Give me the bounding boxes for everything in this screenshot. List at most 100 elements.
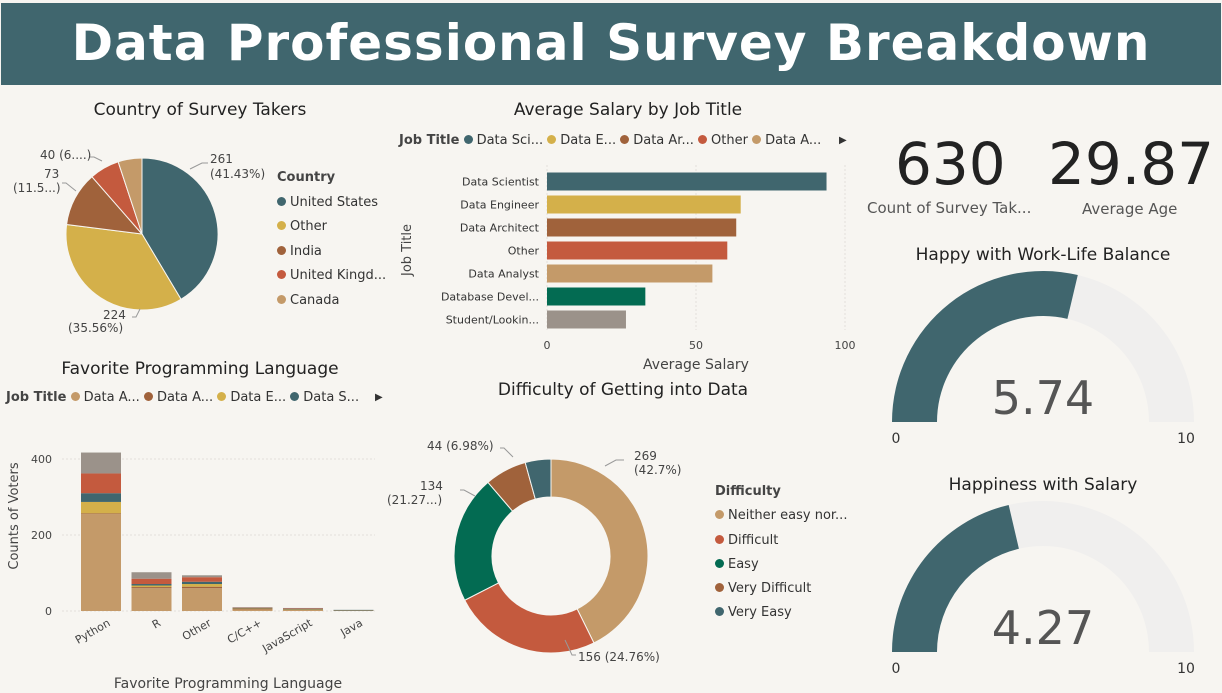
salary-bar-data-scientist[interactable] <box>547 172 827 191</box>
legend-item-other[interactable]: Other <box>277 215 386 240</box>
legend-item[interactable]: Other <box>698 133 748 148</box>
y-tick-label: 200 <box>31 529 52 542</box>
language-bar-segment-python[interactable] <box>81 501 121 514</box>
language-bar-segment-c-c[interactable] <box>232 608 273 609</box>
category-label: JavaScript <box>259 616 315 656</box>
legend-item-easy[interactable]: Easy <box>715 553 847 577</box>
legend-dot <box>715 510 724 520</box>
category-label: Other <box>508 245 540 258</box>
legend-item[interactable]: Data A... <box>143 390 213 405</box>
difficulty-legend: Difficulty Neither easy nor... Difficult… <box>715 480 847 626</box>
language-bar-segment-c-c[interactable] <box>232 607 273 609</box>
salary-x-axis-label: Average Salary <box>643 357 749 373</box>
legend-item[interactable]: Data S... <box>290 390 359 405</box>
country-pie-chart[interactable]: 261 (41.43%) 224 (35.56%) 73 (11.5...) 4… <box>0 125 400 345</box>
legend-item-difficult[interactable]: Difficult <box>715 529 847 553</box>
language-bar-segment-java[interactable] <box>333 609 374 611</box>
legend-item-canada[interactable]: Canada <box>277 289 386 314</box>
language-bar-segment-r[interactable] <box>131 584 172 586</box>
legend-item-india[interactable]: India <box>277 240 386 265</box>
country-slice-united-states[interactable] <box>141 157 219 300</box>
salary-chart-title: Average Salary by Job Title <box>513 100 743 120</box>
legend-dot <box>715 558 724 568</box>
language-bar-segment-javascript[interactable] <box>283 608 323 609</box>
language-bar-segment-python[interactable] <box>81 473 121 494</box>
salary-y-axis-label: Job Title <box>400 224 415 277</box>
language-bar-segment-other[interactable] <box>182 581 222 585</box>
legend-label: Neither easy nor... <box>728 508 848 524</box>
salary-bar-chart[interactable]: Data Scientist Data Engineer Data Architec… <box>395 160 865 375</box>
legend-label: Data E... <box>230 390 287 405</box>
salary-bar-other[interactable] <box>547 241 728 260</box>
language-bar-segment-python[interactable] <box>81 513 121 515</box>
language-bar-segment-r[interactable] <box>131 572 172 579</box>
legend-item-very-difficult[interactable]: Very Difficult <box>715 577 847 601</box>
language-legend-next-icon[interactable]: ▶ <box>375 392 383 403</box>
language-bar-segment-c-c[interactable] <box>232 608 273 610</box>
legend-label: Data Sci... <box>476 133 544 148</box>
legend-dot <box>217 392 227 401</box>
difficulty-slice-difficult[interactable] <box>464 582 595 654</box>
language-bar-segment-other[interactable] <box>182 584 222 587</box>
legend-dot <box>277 221 286 230</box>
language-bar-segment-python[interactable] <box>81 514 121 611</box>
language-bar-segment-other[interactable] <box>182 575 222 578</box>
legend-label: Data A... <box>83 390 140 405</box>
language-bar-segment-r[interactable] <box>131 585 172 588</box>
gauge-min-label: 0 <box>892 661 901 677</box>
legend-item[interactable]: Data E... <box>217 390 286 405</box>
salary-bar-data-engineer[interactable] <box>547 195 741 214</box>
leader-line-uk <box>90 156 103 162</box>
legend-item[interactable]: Data A... <box>70 390 140 405</box>
gauge-value: 4.27 <box>992 601 1094 655</box>
difficulty-donut-chart[interactable]: 269 (42.7%) 156 (24.76%) 134 (21.27...) … <box>380 430 700 680</box>
language-bar-segment-c-c[interactable] <box>232 609 273 611</box>
legend-item-neither[interactable]: Neither easy nor... <box>715 504 847 528</box>
language-bar-segment-python[interactable] <box>81 452 121 474</box>
language-bar-segment-other[interactable] <box>182 588 222 611</box>
language-bar-segment-javascript[interactable] <box>283 609 323 610</box>
salary-bar-database-devel[interactable] <box>547 287 646 306</box>
language-chart-title: Favorite Programming Language <box>61 359 339 379</box>
difficulty-slice-neither-easy-nor-difficult[interactable] <box>550 458 649 644</box>
language-bar-segment-java[interactable] <box>333 610 374 611</box>
worklife-gauge[interactable]: 5.74 0 10 <box>880 265 1206 450</box>
leader-line-difficult <box>564 639 576 656</box>
country-slice-other[interactable] <box>65 223 182 311</box>
salary-bar-data-architect[interactable] <box>547 218 737 237</box>
category-label: Database Devel... <box>441 291 539 304</box>
legend-item[interactable]: Data A... <box>752 133 821 148</box>
language-bar-segment-c-c[interactable] <box>232 607 273 608</box>
legend-dot <box>463 135 473 144</box>
language-bar-segment-c-c[interactable] <box>232 607 273 609</box>
language-bar-segment-javascript[interactable] <box>283 609 323 611</box>
count-kpi-value: 630 <box>895 130 1006 198</box>
legend-item[interactable]: Data Sci... <box>463 133 544 148</box>
y-tick-label: 400 <box>31 453 52 466</box>
legend-label: Difficult <box>728 532 779 548</box>
legend-dot <box>715 583 724 593</box>
legend-item-us[interactable]: United States <box>277 191 386 216</box>
legend-item[interactable]: Data Ar... <box>620 133 694 148</box>
dashboard-title: Data Professional Survey Breakdown <box>1 3 1221 85</box>
language-bar-segment-r[interactable] <box>131 587 172 589</box>
language-bar-segment-r[interactable] <box>131 578 172 585</box>
count-kpi-label: Count of Survey Tak... <box>867 199 1032 217</box>
legend-label: Data Ar... <box>633 133 694 148</box>
salary-legend-next-icon[interactable]: ▶ <box>839 135 847 146</box>
legend-item-uk[interactable]: United Kingd... <box>277 264 386 289</box>
language-bar-segment-other[interactable] <box>182 577 222 582</box>
salary-bar-student-lookin[interactable] <box>547 310 626 329</box>
language-bar-segment-r[interactable] <box>131 588 172 611</box>
salary-happiness-gauge[interactable]: 4.27 0 10 <box>880 495 1206 680</box>
legend-item[interactable]: Data E... <box>547 133 616 148</box>
language-bar-segment-python[interactable] <box>81 493 121 502</box>
country-slice-canada[interactable] <box>117 157 143 235</box>
language-bar-segment-other[interactable] <box>182 586 222 589</box>
language-bar-segment-javascript[interactable] <box>283 607 323 609</box>
salary-bar-data-analyst[interactable] <box>547 264 713 283</box>
difficulty-slice-very-easy[interactable] <box>524 458 552 500</box>
language-bar-segment-javascript[interactable] <box>283 608 323 610</box>
legend-item-very-easy[interactable]: Very Easy <box>715 601 847 625</box>
